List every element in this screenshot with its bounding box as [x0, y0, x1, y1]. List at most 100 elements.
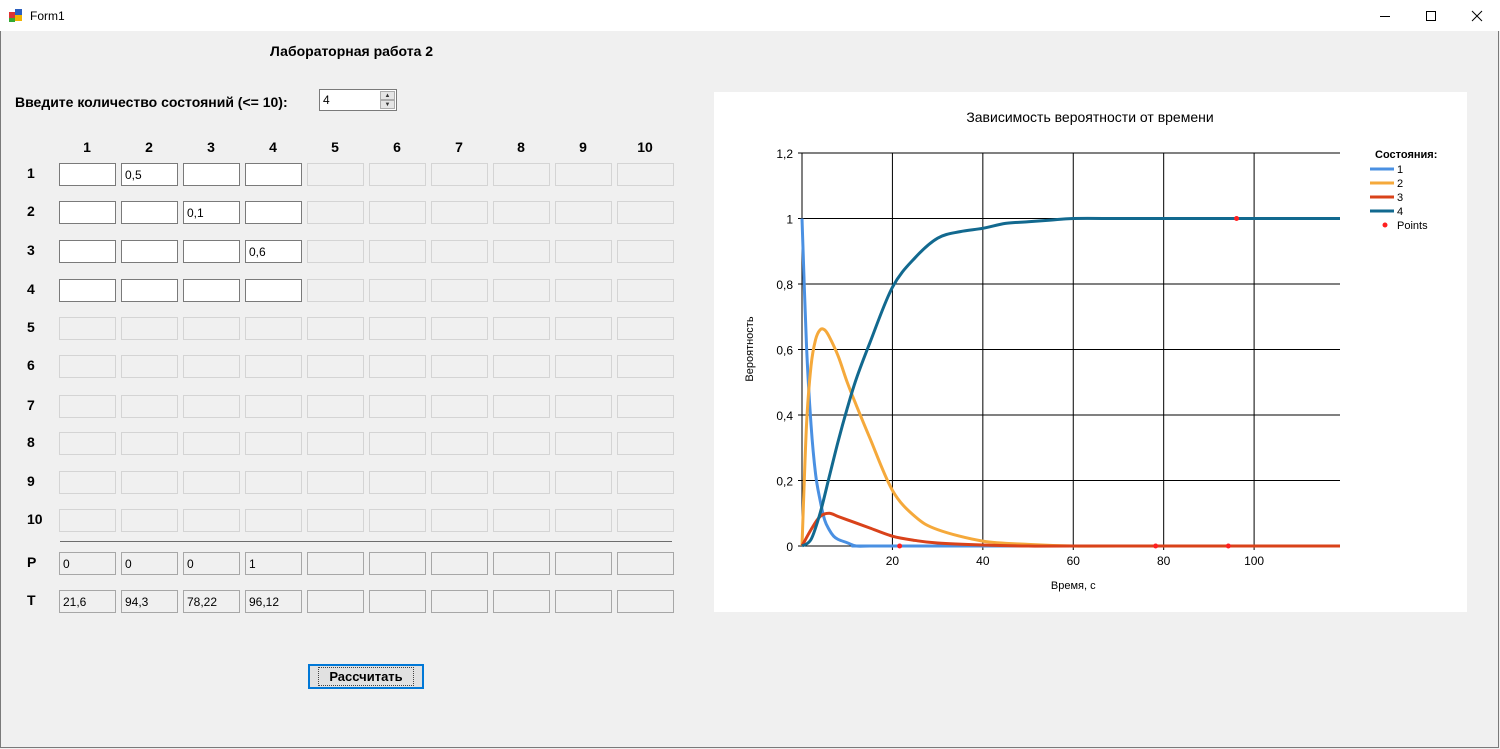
data-point: [1225, 543, 1231, 549]
matrix-cell-4-4[interactable]: [245, 279, 302, 302]
chart-title: Зависимость вероятности от времени: [966, 109, 1213, 125]
matrix-cell-2-7: [431, 201, 488, 224]
matrix-cell-2-3[interactable]: 0,1: [183, 201, 240, 224]
matrix-cell-7-1: [59, 395, 116, 418]
data-point: [1153, 543, 1159, 549]
column-header: 3: [207, 139, 215, 155]
matrix-cell-2-1[interactable]: [59, 201, 116, 224]
t-value-5: [307, 590, 364, 613]
matrix-cell-7-9: [555, 395, 612, 418]
matrix-cell-10-1: [59, 509, 116, 532]
matrix-cell-5-5: [307, 317, 364, 340]
matrix-cell-9-3: [183, 471, 240, 494]
matrix-cell-6-10: [617, 355, 674, 378]
p-value-4: 1: [245, 552, 302, 575]
matrix-cell-3-1[interactable]: [59, 240, 116, 263]
matrix-cell-3-3[interactable]: [183, 240, 240, 263]
matrix-cell-4-8: [493, 279, 550, 302]
matrix-cell-1-6: [369, 163, 426, 186]
matrix-cell-4-10: [617, 279, 674, 302]
matrix-cell-4-1[interactable]: [59, 279, 116, 302]
matrix-cell-3-8: [493, 240, 550, 263]
matrix-cell-1-2[interactable]: 0,5: [121, 163, 178, 186]
legend-entry: Points: [1397, 220, 1428, 232]
column-header: 7: [455, 139, 463, 155]
probability-chart: Зависимость вероятности от времени 20 40 60…: [714, 92, 1467, 612]
matrix-cell-5-4: [245, 317, 302, 340]
row-header: 9: [27, 473, 35, 489]
legend-entry: 1: [1397, 164, 1403, 176]
series-line-1: [800, 218, 1340, 548]
t-value-4: 96,12: [245, 590, 302, 613]
matrix-cell-2-6: [369, 201, 426, 224]
matrix-cell-4-3[interactable]: [183, 279, 240, 302]
matrix-cell-7-6: [369, 395, 426, 418]
close-icon: [1471, 10, 1483, 21]
matrix-cell-2-4[interactable]: [245, 201, 302, 224]
matrix-cell-3-2[interactable]: [121, 240, 178, 263]
matrix-cell-9-5: [307, 471, 364, 494]
matrix-cell-9-6: [369, 471, 426, 494]
matrix-cell-8-1: [59, 432, 116, 455]
states-count-label: Введите количество состояний (<= 10):: [15, 94, 288, 110]
t-value-9: [555, 590, 612, 613]
matrix-cell-8-7: [431, 432, 488, 455]
stepper-down-icon[interactable]: ▼: [380, 100, 395, 109]
matrix-cell-9-7: [431, 471, 488, 494]
matrix-cell-6-2: [121, 355, 178, 378]
states-count-value[interactable]: 4: [323, 93, 330, 107]
matrix-cell-8-8: [493, 432, 550, 455]
matrix-cell-1-4[interactable]: [245, 163, 302, 186]
matrix-cell-6-3: [183, 355, 240, 378]
minimize-button[interactable]: [1362, 0, 1408, 31]
matrix-cell-7-5: [307, 395, 364, 418]
matrix-cell-1-1[interactable]: [59, 163, 116, 186]
matrix-cell-10-3: [183, 509, 240, 532]
matrix-cell-1-3[interactable]: [183, 163, 240, 186]
y-tick-label: 0,4: [776, 409, 793, 423]
maximize-button[interactable]: [1408, 0, 1454, 31]
matrix-cell-10-4: [245, 509, 302, 532]
matrix-cell-8-2: [121, 432, 178, 455]
matrix-cell-4-7: [431, 279, 488, 302]
close-button[interactable]: [1454, 0, 1500, 31]
y-tick-label: 0: [786, 540, 793, 554]
matrix-cell-10-8: [493, 509, 550, 532]
p-value-9: [555, 552, 612, 575]
calculate-button[interactable]: Рассчитать: [308, 664, 424, 689]
matrix-cell-4-2[interactable]: [121, 279, 178, 302]
matrix-cell-2-5: [307, 201, 364, 224]
t-value-1: 21,6: [59, 590, 116, 613]
matrix-cell-2-9: [555, 201, 612, 224]
matrix-cell-9-2: [121, 471, 178, 494]
matrix-cell-7-4: [245, 395, 302, 418]
matrix-cell-6-1: [59, 355, 116, 378]
matrix-cell-9-1: [59, 471, 116, 494]
y-axis-label: Вероятность: [744, 316, 756, 381]
matrix-cell-8-3: [183, 432, 240, 455]
y-tick-label: 0,6: [776, 344, 793, 358]
t-value-7: [431, 590, 488, 613]
matrix-cell-3-4[interactable]: 0,6: [245, 240, 302, 263]
matrix-cell-6-5: [307, 355, 364, 378]
p-row-label: P: [27, 554, 37, 570]
series-line-2: [800, 327, 1340, 548]
column-header: 6: [393, 139, 401, 155]
matrix-cell-9-10: [617, 471, 674, 494]
matrix-cell-2-2[interactable]: [121, 201, 178, 224]
matrix-cell-3-6: [369, 240, 426, 263]
row-header: 1: [27, 165, 35, 181]
matrix-cell-6-8: [493, 355, 550, 378]
matrix-divider: [60, 541, 672, 542]
states-count-stepper[interactable]: 4 ▲ ▼: [319, 89, 397, 111]
t-value-2: 94,3: [121, 590, 178, 613]
column-header: 1: [83, 139, 91, 155]
stepper-up-icon[interactable]: ▲: [380, 91, 395, 100]
x-tick-label: 60: [1067, 554, 1081, 568]
matrix-cell-4-6: [369, 279, 426, 302]
p-value-3: 0: [183, 552, 240, 575]
x-axis-label: Время, с: [1051, 580, 1096, 592]
lab-title: Лабораторная работа 2: [270, 43, 434, 59]
matrix-cell-8-10: [617, 432, 674, 455]
matrix-cell-6-9: [555, 355, 612, 378]
